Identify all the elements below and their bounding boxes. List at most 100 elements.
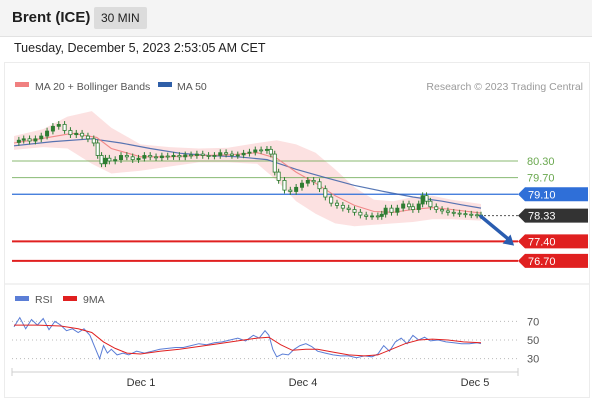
price-legend: MA 20 + Bollinger Bands MA 50 Research ©… — [15, 81, 583, 93]
candle-body — [154, 156, 159, 159]
candle-body — [329, 196, 334, 204]
candle-body — [68, 130, 73, 136]
x-tick-dec1: Dec 1 — [127, 377, 156, 389]
candle-body — [33, 138, 38, 142]
chart-frame — [4, 62, 590, 398]
candle-body — [288, 189, 293, 192]
candle-body — [424, 195, 429, 202]
candle-body — [218, 152, 223, 156]
candle-body — [16, 139, 21, 143]
instrument-title: Brent (ICE) — [12, 9, 91, 26]
candle-body — [375, 215, 380, 218]
candle-body — [370, 215, 375, 218]
candle-body — [241, 152, 246, 156]
candle-body — [200, 153, 205, 156]
candle-body — [434, 206, 439, 210]
level-tag-77.40 — [518, 234, 588, 249]
level-label-78.33: 78.33 — [528, 211, 556, 223]
candle-body — [119, 155, 124, 161]
candle-body — [299, 182, 304, 188]
rsi-tick-50: 50 — [527, 335, 539, 347]
candle-body — [416, 203, 421, 210]
candle-body — [107, 157, 112, 162]
candle-body — [142, 155, 147, 159]
candle-body — [463, 213, 468, 216]
candle-body — [259, 149, 264, 152]
candle-body — [335, 202, 340, 206]
candle-body — [410, 206, 415, 210]
level-label-79.70: 79.70 — [527, 173, 555, 185]
legend-swatch-ma20 — [15, 82, 29, 87]
bollinger-band — [14, 111, 481, 227]
candle-body — [340, 204, 345, 209]
legend-label-rsi: RSI — [35, 294, 53, 306]
candle-body — [27, 138, 32, 142]
candle-body — [364, 214, 369, 217]
candle-body — [74, 132, 79, 136]
candle-body — [224, 152, 229, 155]
forecast-arrow-shaft — [479, 214, 512, 243]
candle-body — [323, 188, 328, 198]
candle-body — [206, 155, 211, 157]
rsi-tick-30: 30 — [527, 354, 539, 366]
candle-body — [264, 148, 269, 151]
level-tag-79.10 — [518, 187, 588, 202]
candle-body — [130, 156, 135, 161]
candle-body — [99, 155, 104, 165]
candle-body — [253, 149, 258, 153]
candle-body — [305, 180, 310, 184]
candle-body — [311, 180, 316, 183]
candle-body — [276, 171, 281, 181]
forecast-arrow — [479, 214, 515, 246]
x-tick-dec5: Dec 5 — [461, 377, 490, 389]
candle-body — [124, 155, 129, 158]
bollinger-band-area — [14, 111, 481, 227]
candle-body — [272, 153, 277, 173]
candle-body — [235, 154, 240, 157]
candle-body — [247, 151, 252, 154]
candle-body — [457, 212, 462, 215]
candle-body — [420, 195, 425, 205]
candles — [16, 121, 483, 220]
forecast-arrow-head — [502, 234, 515, 246]
legend-label-ma20: MA 20 + Bollinger Bands — [35, 81, 150, 93]
x-tick-dec4: Dec 4 — [289, 377, 318, 389]
candle-body — [91, 138, 96, 144]
candle-body — [56, 124, 61, 127]
candle-body — [440, 209, 445, 212]
level-tag-78.33 — [518, 208, 588, 223]
rsi-line — [13, 316, 482, 361]
candle-body — [229, 153, 234, 156]
candle-body — [165, 155, 170, 158]
candle-body — [379, 213, 384, 217]
candle-body — [189, 154, 194, 157]
candle-body — [62, 124, 67, 131]
credit-text: Research © 2023 Trading Central — [426, 81, 583, 93]
candle-body — [194, 153, 199, 156]
candle-body — [45, 130, 50, 137]
candle-body — [428, 200, 433, 208]
candle-body — [113, 159, 118, 162]
rsi-9ma-line — [14, 324, 482, 357]
candle-body — [80, 132, 85, 137]
legend-label-9ma: 9MA — [83, 294, 105, 306]
candle-body — [469, 213, 474, 216]
candle-body — [282, 180, 287, 191]
candle-body — [183, 154, 188, 158]
candle-body — [103, 157, 108, 165]
interval-button[interactable]: 30 MIN — [94, 7, 147, 29]
level-label-77.40: 77.40 — [528, 236, 556, 248]
candle-body — [21, 138, 26, 141]
candle-body — [383, 207, 388, 215]
candle-body — [95, 142, 100, 156]
candle-body — [317, 181, 322, 190]
legend-swatch-rsi — [15, 296, 29, 301]
candle-body — [475, 214, 480, 217]
rsi-legend: RSI 9MA — [15, 294, 105, 306]
legend-swatch-9ma — [63, 296, 77, 301]
candle-body — [268, 148, 273, 155]
key-levels — [12, 160, 518, 262]
rsi-panel: 70 50 30 — [12, 316, 539, 366]
chart-header: Brent (ICE) 30 MIN — [0, 0, 592, 37]
